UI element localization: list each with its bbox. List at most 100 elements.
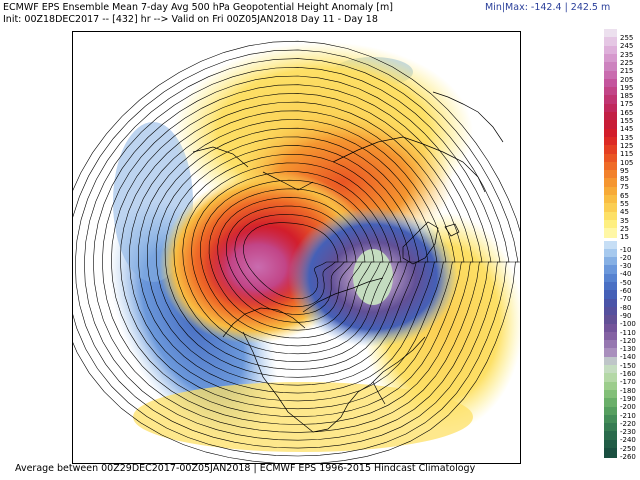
colorbar-label: 185 <box>620 92 634 101</box>
colorbar-label: -220 <box>620 419 636 428</box>
colorbar-label: 95 <box>620 166 629 175</box>
height-contour <box>101 84 483 425</box>
colorbar-swatch <box>604 340 617 351</box>
height-contour <box>73 49 519 457</box>
colorbar-label: 175 <box>620 100 634 109</box>
colorbar-swatch <box>604 219 617 230</box>
height-contour <box>225 205 357 315</box>
colorbar-label: -170 <box>620 378 636 387</box>
colorbar-swatch <box>604 178 617 189</box>
height-contour <box>92 75 492 433</box>
height-contour <box>137 119 447 394</box>
greenland-coast <box>402 221 439 265</box>
colorbar-label: 145 <box>620 125 634 134</box>
height-contour <box>217 197 366 323</box>
colorbar-swatch <box>604 381 617 392</box>
colorbar-swatch <box>604 203 617 214</box>
colorbar-swatch <box>604 62 617 73</box>
height-contour <box>155 136 429 378</box>
colorbar-label: 195 <box>620 83 634 92</box>
colorbar-swatch <box>604 448 617 458</box>
height-contour <box>128 110 456 402</box>
colorbar-swatch <box>604 120 617 131</box>
colorbar-swatch <box>604 186 617 197</box>
coastlines <box>192 91 504 433</box>
height-contour <box>182 162 402 355</box>
colorbar-swatch <box>604 45 617 56</box>
colorbar-label: -60 <box>620 287 632 295</box>
height-contour <box>73 40 520 463</box>
colorbar-swatch <box>604 112 617 122</box>
colorbar-swatch <box>604 423 617 434</box>
colorbar-label: -160 <box>620 370 636 378</box>
height-contour <box>164 145 420 370</box>
height-contour <box>110 93 474 417</box>
colorbar-label: 105 <box>620 158 634 167</box>
height-contour <box>119 101 465 410</box>
colorbar-label: -40 <box>620 270 632 279</box>
east-siberia-coast <box>262 171 314 191</box>
chart-title: ECMWF EPS Ensemble Mean 7-day Avg 500 hP… <box>3 2 393 13</box>
colorbar-label: 215 <box>620 67 634 76</box>
colorbar-swatch <box>604 257 617 268</box>
colorbar-swatch <box>604 348 617 359</box>
colorbar-swatch <box>604 153 617 164</box>
colorbar-label: -240 <box>620 436 636 445</box>
colorbar-swatch <box>604 331 617 342</box>
colorbar-label: -190 <box>620 394 636 403</box>
alaska-coast <box>222 307 306 338</box>
colorbar-label: 245 <box>620 42 634 51</box>
colorbar-label: 255 <box>620 34 634 42</box>
colorbar-label: -230 <box>620 428 636 437</box>
colorbar-swatch <box>604 282 617 292</box>
colorbar-label: -110 <box>620 328 636 337</box>
height-contour <box>234 214 348 307</box>
colorbar-label: 115 <box>620 150 634 159</box>
colorbar-label: 45 <box>620 208 629 217</box>
colorbar-swatch <box>604 365 617 375</box>
init-valid-line: Init: 00Z18DEC2017 -- [432] hr --> Valid… <box>3 14 378 25</box>
south-yellow-band <box>133 382 473 452</box>
colorbar-label: 155 <box>620 117 634 125</box>
colorbar-label: 165 <box>620 108 634 117</box>
florida-coast <box>372 381 386 405</box>
height-contour <box>199 179 384 339</box>
colorbar-swatch <box>604 290 617 301</box>
north-america-coast <box>242 331 426 433</box>
colorbar-swatch <box>604 240 617 251</box>
colorbar-swatch <box>604 414 617 425</box>
colorbar-swatch <box>604 170 617 181</box>
colorbar-label: 55 <box>620 200 629 208</box>
colorbar-swatch <box>604 228 617 239</box>
min-max-readout: Min|Max: -142.4 | 242.5 m <box>485 2 611 13</box>
colorbar-swatch <box>604 103 617 114</box>
colorbar-label: -260 <box>620 453 636 461</box>
colorbar-swatch <box>604 29 617 39</box>
colorbar-swatch <box>604 95 617 106</box>
colorbar-swatch <box>604 37 617 48</box>
colorbar-swatch <box>604 211 617 222</box>
height-contour <box>243 222 339 300</box>
colorbar-swatch <box>604 356 617 367</box>
colorbar-label: -200 <box>620 403 636 412</box>
colorbar-swatch <box>604 323 617 334</box>
colorbar-label: -20 <box>620 253 632 262</box>
colorbar-swatch <box>604 398 617 409</box>
colorbar-swatch <box>604 70 617 81</box>
colorbar-swatch <box>604 273 617 284</box>
colorbar-swatch <box>604 128 617 139</box>
height-contour <box>74 58 510 449</box>
colorbar-swatch <box>604 248 617 259</box>
colorbar-label: -250 <box>620 444 636 453</box>
height-contour <box>83 66 501 441</box>
colorbar-swatch <box>604 431 617 442</box>
colorbar-label: -130 <box>620 345 636 354</box>
iceland-coast <box>444 223 460 237</box>
ridge-core-maximum <box>203 222 313 312</box>
colorbar-swatch <box>604 306 617 317</box>
colorbar-swatch <box>604 265 617 276</box>
colorbar-label: -70 <box>620 295 632 304</box>
kamchatka-coast <box>192 146 249 168</box>
height-contour <box>146 127 438 386</box>
colorbar-swatch <box>604 298 617 309</box>
